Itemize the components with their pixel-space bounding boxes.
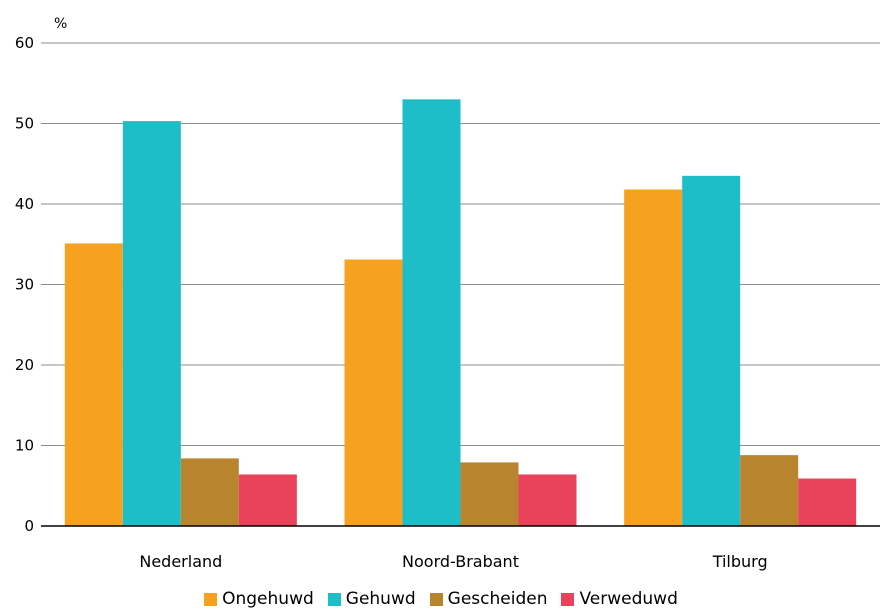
y-tick-label: 20	[15, 356, 34, 374]
legend-swatch	[204, 592, 218, 606]
legend-swatch	[561, 592, 575, 606]
bars	[64, 99, 857, 527]
y-tick-label: 30	[15, 276, 34, 294]
bar-gescheiden-nederland	[180, 458, 239, 526]
legend-swatch	[429, 592, 443, 606]
bar-gehuwd-nederland	[122, 121, 181, 527]
legend-item: Gescheiden	[429, 589, 548, 609]
bar-ongehuwd-nederland	[64, 243, 123, 526]
legend-label: Gescheiden	[447, 589, 548, 609]
y-tick-labels: 0 10 20 30 40 50 60	[15, 34, 34, 535]
bar-gehuwd-noord-brabant	[402, 99, 461, 526]
bar-gescheiden-noord-brabant	[460, 462, 519, 526]
bar-gehuwd-tilburg	[682, 175, 741, 526]
bar-verweduwd-tilburg	[798, 478, 857, 526]
legend-item: Gehuwd	[327, 589, 416, 609]
y-axis-unit-label: %	[54, 16, 67, 32]
x-category-label: Tilburg	[712, 552, 768, 571]
legend: Ongehuwd Gehuwd Gescheiden Verweduwd	[0, 588, 882, 610]
x-category-label: Nederland	[139, 552, 222, 571]
bar-gescheiden-tilburg	[740, 455, 799, 526]
legend-item: Verweduwd	[561, 589, 678, 609]
bar-ongehuwd-tilburg	[624, 189, 683, 526]
bar-ongehuwd-noord-brabant	[344, 259, 403, 526]
legend-label: Gehuwd	[345, 589, 416, 609]
y-tick-label: 50	[15, 115, 34, 133]
x-category-labels: Nederland Noord-Brabant Tilburg	[139, 552, 767, 571]
legend-swatch	[327, 592, 341, 606]
y-tick-label: 40	[15, 195, 34, 213]
bar-verweduwd-noord-brabant	[518, 474, 577, 526]
legend-item: Ongehuwd	[204, 589, 314, 609]
y-tick-label: 10	[15, 437, 34, 455]
y-tick-label: 60	[15, 34, 34, 52]
bar-verweduwd-nederland	[238, 474, 297, 526]
legend-label: Verweduwd	[579, 589, 678, 609]
y-tick-label: 0	[24, 517, 34, 535]
legend-label: Ongehuwd	[222, 589, 314, 609]
x-category-label: Noord-Brabant	[402, 552, 519, 571]
